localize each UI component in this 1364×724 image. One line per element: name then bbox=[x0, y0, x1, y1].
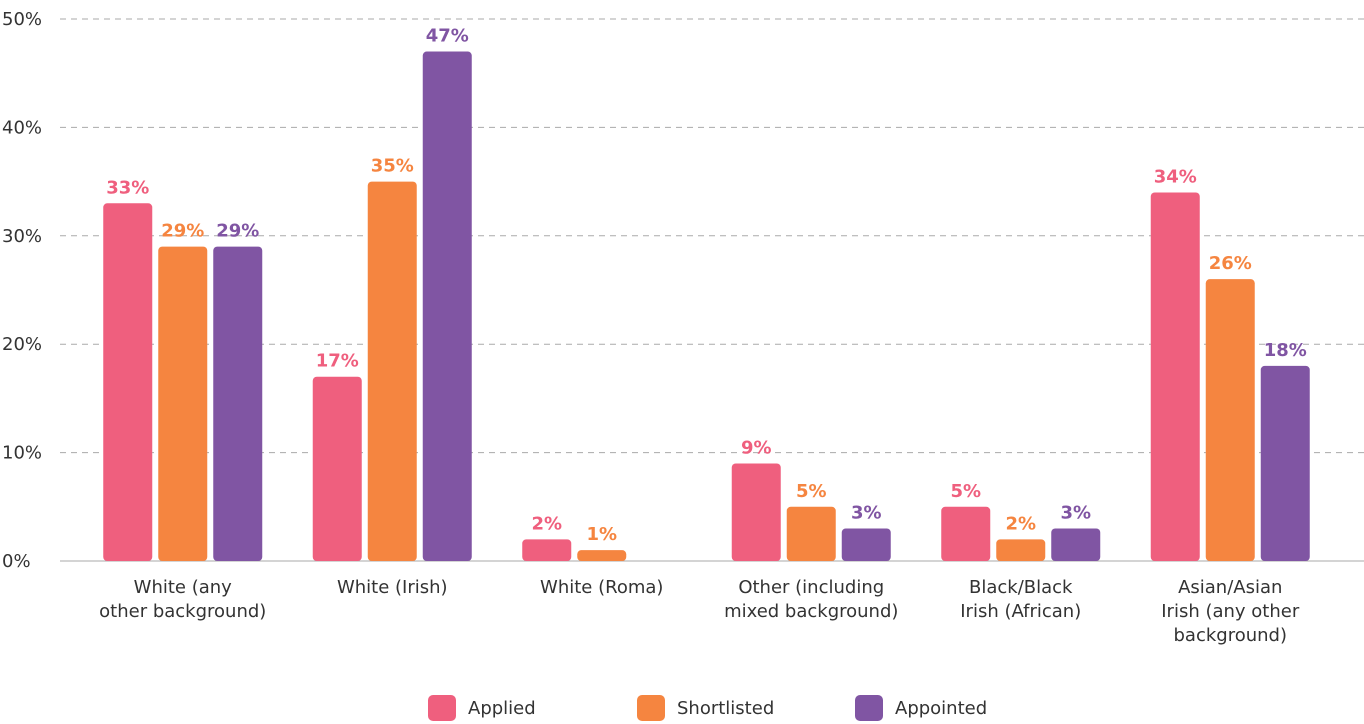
value-label: 33% bbox=[106, 177, 149, 198]
bar bbox=[841, 528, 891, 561]
value-label: 9% bbox=[741, 437, 772, 458]
legend-label: Appointed bbox=[895, 698, 987, 719]
value-label: 18% bbox=[1264, 340, 1307, 361]
x-tick-label: Asian/Asian Irish (any other background) bbox=[1161, 577, 1300, 646]
bar bbox=[786, 506, 836, 561]
legend-label: Applied bbox=[468, 698, 536, 719]
value-label: 2% bbox=[531, 513, 562, 534]
x-tick-label: White (Irish) bbox=[337, 577, 448, 598]
x-tick-label: Other (including mixed background) bbox=[724, 577, 898, 622]
value-label: 3% bbox=[851, 502, 882, 523]
x-tick-label: White (Roma) bbox=[540, 577, 663, 598]
bar bbox=[1205, 279, 1255, 561]
legend-swatch bbox=[637, 695, 665, 721]
bar bbox=[1150, 192, 1200, 561]
value-label: 5% bbox=[950, 481, 981, 502]
legend-swatch bbox=[428, 695, 456, 721]
bar bbox=[312, 376, 362, 561]
bar bbox=[577, 550, 627, 561]
value-label: 34% bbox=[1154, 166, 1197, 187]
bar bbox=[158, 246, 208, 561]
legend-label: Shortlisted bbox=[677, 698, 774, 719]
bar bbox=[213, 246, 263, 561]
value-label: 1% bbox=[586, 524, 617, 545]
value-label: 29% bbox=[216, 221, 259, 242]
bar bbox=[941, 506, 991, 561]
value-label: 17% bbox=[316, 351, 359, 372]
value-label: 47% bbox=[426, 26, 469, 47]
y-tick-label: 30% bbox=[2, 226, 42, 247]
bar bbox=[522, 539, 572, 561]
legend-swatch bbox=[855, 695, 883, 721]
x-tick-label: White (any other background) bbox=[99, 577, 266, 622]
bar bbox=[103, 203, 153, 561]
value-label: 26% bbox=[1209, 253, 1252, 274]
value-label: 35% bbox=[371, 156, 414, 177]
y-tick-label: 20% bbox=[2, 334, 42, 355]
bar bbox=[367, 181, 417, 561]
bar bbox=[731, 463, 781, 561]
x-tick-label: Black/Black Irish (African) bbox=[960, 577, 1081, 622]
y-tick-label: 10% bbox=[2, 443, 42, 464]
bar bbox=[1051, 528, 1101, 561]
value-label: 2% bbox=[1005, 513, 1036, 534]
y-tick-label: 40% bbox=[2, 117, 42, 138]
bar bbox=[1260, 365, 1310, 561]
value-label: 29% bbox=[161, 221, 204, 242]
bar bbox=[996, 539, 1046, 561]
value-label: 3% bbox=[1060, 502, 1091, 523]
bar bbox=[422, 51, 472, 562]
y-tick-label: 50% bbox=[2, 9, 42, 30]
y-tick-label: 0% bbox=[2, 551, 31, 572]
value-label: 5% bbox=[796, 481, 827, 502]
